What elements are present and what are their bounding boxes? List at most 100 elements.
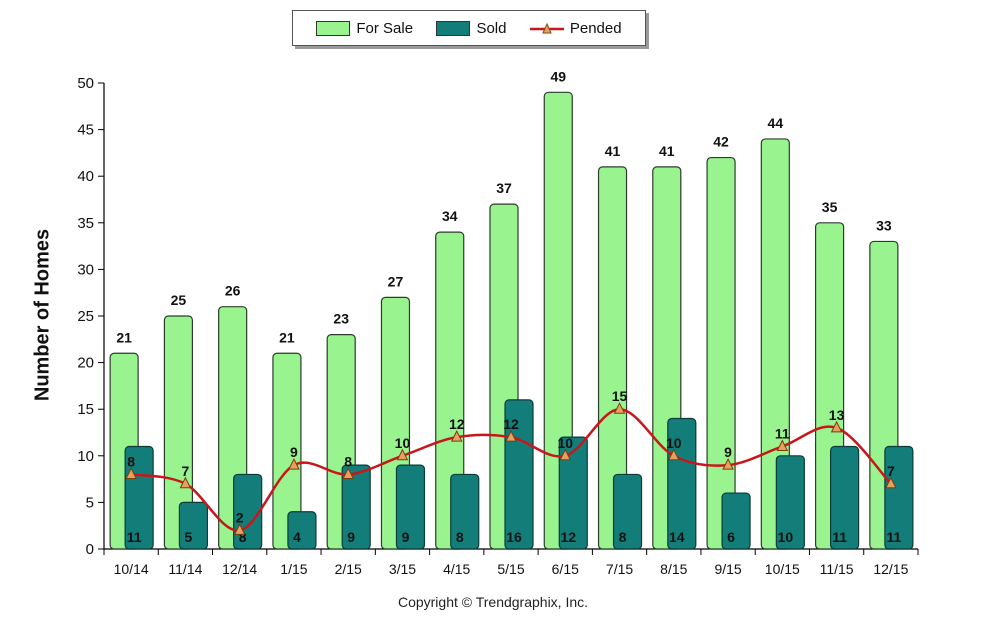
copyright-text: Copyright © Trendgraphix, Inc. (397, 594, 589, 610)
point-pended (233, 523, 246, 535)
data-label-pended: 10 (557, 435, 573, 451)
bar-for-sale (597, 166, 628, 550)
data-label-sold: 12 (560, 529, 576, 545)
x-tick-label: 3/15 (389, 561, 416, 577)
point-pended (830, 420, 843, 433)
data-label-for-sale: 33 (876, 217, 892, 233)
bar-sold (612, 473, 643, 550)
point-pended (559, 448, 572, 461)
bar-sold (450, 473, 480, 550)
data-label-for-sale: 41 (659, 143, 675, 159)
y-tick-label: 50 (77, 75, 94, 92)
point-pended (450, 430, 463, 442)
data-label-for-sale: 21 (279, 329, 295, 345)
data-label-pended: 8 (127, 453, 135, 469)
x-tick-label: 5/15 (497, 561, 524, 577)
data-label-for-sale: 21 (116, 329, 132, 345)
data-label-pended: 12 (503, 416, 519, 432)
bar-for-sale (706, 156, 736, 550)
legend-item-for-sale: For Sale (316, 20, 413, 37)
data-label-pended: 11 (775, 425, 790, 441)
y-tick-label: 35 (77, 215, 94, 232)
x-tick-label: 11/14 (168, 561, 202, 577)
data-label-pended: 10 (666, 435, 682, 451)
data-label-for-sale: 44 (768, 115, 784, 131)
data-label-for-sale: 41 (605, 143, 621, 159)
bar-sold (558, 436, 588, 550)
y-tick-label: 40 (77, 168, 94, 185)
bar-sold (178, 501, 208, 550)
legend-label-pended: Pended (569, 19, 622, 37)
legend-swatch-sold (436, 20, 471, 36)
data-label-pended: 8 (344, 453, 352, 469)
bar-for-sale (163, 315, 193, 550)
y-tick-label: 15 (77, 401, 94, 418)
bar-sold (829, 445, 860, 550)
data-label-for-sale: 26 (225, 283, 241, 299)
data-label-sold: 8 (619, 529, 627, 545)
y-tick-label: 0 (86, 541, 94, 558)
data-label-for-sale: 42 (713, 134, 729, 150)
x-tick-label: 1/15 (280, 561, 307, 577)
data-label-pended: 2 (236, 509, 244, 525)
data-label-sold: 5 (185, 529, 193, 545)
data-label-pended: 13 (829, 407, 845, 423)
data-label-sold: 16 (506, 529, 522, 545)
point-pended (722, 458, 734, 470)
y-tick-label: 45 (77, 122, 94, 139)
data-label-sold: 6 (727, 529, 735, 545)
data-label-sold: 11 (886, 529, 901, 545)
x-tick-label: 10/14 (114, 561, 149, 577)
data-label-sold: 11 (832, 529, 847, 545)
x-tick-label: 2/15 (335, 561, 362, 577)
data-label-pended: 9 (724, 444, 732, 460)
x-tick-label: 7/15 (606, 561, 633, 577)
data-label-for-sale: 35 (822, 199, 838, 215)
data-label-for-sale: 25 (171, 292, 187, 308)
data-label-for-sale: 37 (496, 180, 512, 196)
point-pended (179, 476, 192, 489)
legend-item-pended: Pended (529, 19, 622, 37)
data-label-pended: 7 (887, 463, 895, 479)
bar-for-sale (435, 231, 465, 550)
legend-label-for-sale: For Sale (356, 19, 414, 37)
x-tick-label: 9/15 (714, 561, 741, 577)
legend-swatch-for-sale (316, 20, 351, 36)
point-pended (505, 430, 517, 442)
data-label-sold: 10 (778, 529, 794, 545)
data-label-pended: 10 (395, 435, 411, 451)
data-label-sold: 4 (293, 529, 301, 545)
legend-item-sold: Sold (436, 20, 506, 37)
data-label-sold: 11 (127, 529, 142, 545)
point-pended (125, 467, 137, 479)
point-pended (396, 448, 409, 461)
data-label-sold: 14 (669, 529, 685, 545)
bar-sold (775, 455, 805, 550)
data-label-for-sale: 34 (442, 208, 458, 224)
data-label-pended: 12 (449, 416, 465, 432)
bar-sold (884, 445, 914, 550)
bar-sold (341, 464, 371, 550)
bar-sold (721, 492, 751, 550)
bar-for-sale (272, 352, 302, 550)
legend: For Sale Sold Pended (292, 10, 646, 46)
data-label-sold: 8 (239, 529, 247, 545)
bar-sold (287, 511, 317, 550)
data-label-for-sale: 49 (550, 68, 566, 84)
point-pended (342, 467, 355, 479)
x-tick-label: 10/15 (765, 561, 800, 577)
y-tick-label: 30 (77, 261, 94, 278)
point-pended (885, 476, 897, 489)
point-pended (667, 448, 680, 461)
data-label-pended: 7 (182, 463, 190, 479)
legend-label-sold: Sold (476, 19, 507, 37)
bar-for-sale (543, 91, 573, 550)
y-tick-label: 10 (77, 448, 94, 465)
point-pended (776, 439, 789, 451)
data-label-sold: 9 (402, 529, 410, 545)
y-tick-label: 20 (77, 355, 94, 372)
x-tick-label: 4/15 (443, 561, 470, 577)
y-tick-label: 5 (86, 494, 94, 511)
y-axis-label: Number of Homes (31, 228, 54, 402)
